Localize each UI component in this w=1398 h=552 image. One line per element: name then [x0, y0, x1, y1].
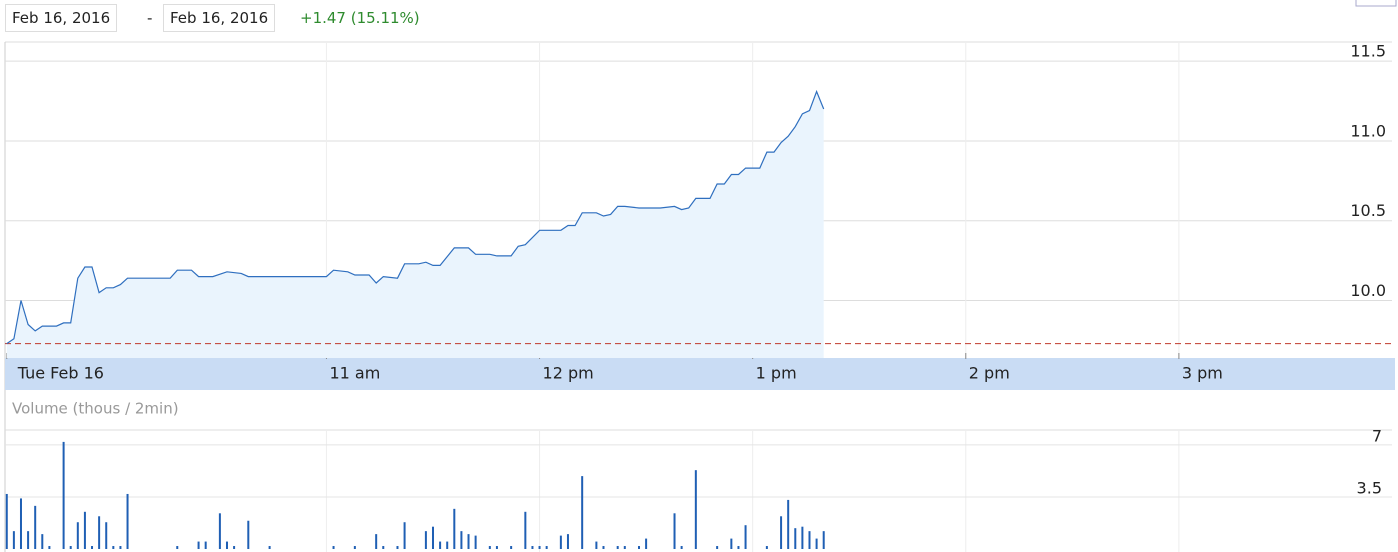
- volume-bar: [531, 546, 534, 549]
- volume-bar: [602, 546, 605, 549]
- volume-bar: [34, 505, 37, 549]
- volume-bar: [794, 528, 797, 549]
- x-tick-label: 3 pm: [1182, 364, 1223, 383]
- volume-bar: [218, 513, 221, 549]
- volume-bar: [12, 531, 15, 549]
- volume-bar: [446, 541, 449, 549]
- volume-bar: [559, 535, 562, 549]
- x-tick-label: 1 pm: [756, 364, 797, 383]
- volume-bar: [488, 546, 491, 549]
- volume-bar: [48, 546, 51, 549]
- volume-bar: [744, 525, 747, 549]
- volume-bar: [112, 546, 115, 549]
- volume-bar: [765, 546, 768, 549]
- volume-bar: [197, 541, 200, 549]
- volume-title: Volume (thous / 2min): [12, 400, 179, 418]
- volume-bar: [268, 546, 271, 549]
- volume-bar: [126, 493, 129, 549]
- volume-bar: [716, 546, 719, 549]
- y-tick-label: 11.5: [1350, 42, 1386, 61]
- volume-bar: [467, 534, 470, 549]
- volume-bar: [204, 541, 207, 549]
- volume-bar: [638, 546, 641, 549]
- volume-bar: [673, 513, 676, 549]
- volume-bar: [495, 546, 498, 549]
- y-tick-label: 10.5: [1350, 201, 1386, 220]
- corner-button[interactable]: [1355, 0, 1397, 7]
- y-tick-label: 3.5: [1357, 478, 1382, 497]
- volume-bar: [439, 541, 442, 549]
- volume-bar: [225, 541, 228, 549]
- x-tick-label: 2 pm: [969, 364, 1010, 383]
- volume-bar: [5, 493, 8, 549]
- volume-bar: [737, 546, 740, 549]
- volume-bar: [822, 531, 825, 549]
- y-tick-label: 7: [1372, 426, 1382, 445]
- time-axis-band: [5, 358, 1395, 390]
- x-tick-label: 12 pm: [543, 364, 594, 383]
- volume-bar: [353, 546, 356, 549]
- volume-bar: [815, 538, 818, 549]
- price-change: +1.47 (15.11%): [300, 9, 420, 27]
- volume-bar: [431, 526, 434, 549]
- volume-bar: [375, 534, 378, 549]
- volume-bar: [595, 541, 598, 549]
- volume-bar: [680, 546, 683, 549]
- price-area: [6, 91, 824, 358]
- volume-bar: [119, 546, 122, 549]
- volume-bar: [474, 535, 477, 549]
- volume-bar: [780, 516, 783, 549]
- volume-bar: [62, 441, 65, 549]
- volume-bar: [645, 538, 648, 549]
- x-tick-label: Tue Feb 16: [17, 364, 104, 383]
- volume-bar: [69, 546, 72, 549]
- volume-bar: [808, 531, 811, 549]
- volume-bar: [98, 516, 101, 549]
- volume-bar: [460, 531, 463, 549]
- volume-bar: [524, 511, 527, 549]
- volume-bar: [332, 546, 335, 549]
- date-separator: -: [147, 9, 153, 27]
- volume-bar: [105, 522, 108, 549]
- volume-bar: [510, 546, 513, 549]
- x-tick-label: 11 am: [329, 364, 380, 383]
- volume-bar: [538, 546, 541, 549]
- volume-bar: [91, 546, 94, 549]
- volume-bar: [545, 546, 548, 549]
- start-date[interactable]: Feb 16, 2016: [5, 4, 118, 32]
- volume-bar: [233, 546, 236, 549]
- volume-bar: [730, 538, 733, 549]
- volume-bar: [403, 522, 406, 549]
- volume-bar: [83, 511, 86, 549]
- y-tick-label: 10.0: [1350, 281, 1386, 300]
- volume-bar: [382, 546, 385, 549]
- volume-bar: [616, 546, 619, 549]
- volume-bar: [566, 534, 569, 549]
- end-date[interactable]: Feb 16, 2016: [163, 4, 276, 32]
- volume-bar: [41, 534, 44, 549]
- volume-bar: [247, 520, 250, 549]
- volume-bar: [581, 476, 584, 549]
- volume-bar: [694, 470, 697, 549]
- volume-bar: [453, 508, 456, 549]
- volume-bar: [27, 531, 30, 549]
- volume-bar: [801, 526, 804, 549]
- volume-bar: [396, 546, 399, 549]
- volume-bar: [76, 522, 79, 549]
- price-line: [6, 89, 825, 345]
- volume-bar: [623, 546, 626, 549]
- volume-bar: [424, 531, 427, 549]
- y-tick-label: 11.0: [1350, 121, 1386, 140]
- volume-bar: [787, 499, 790, 549]
- volume-bar: [176, 546, 179, 549]
- volume-bar: [19, 498, 22, 549]
